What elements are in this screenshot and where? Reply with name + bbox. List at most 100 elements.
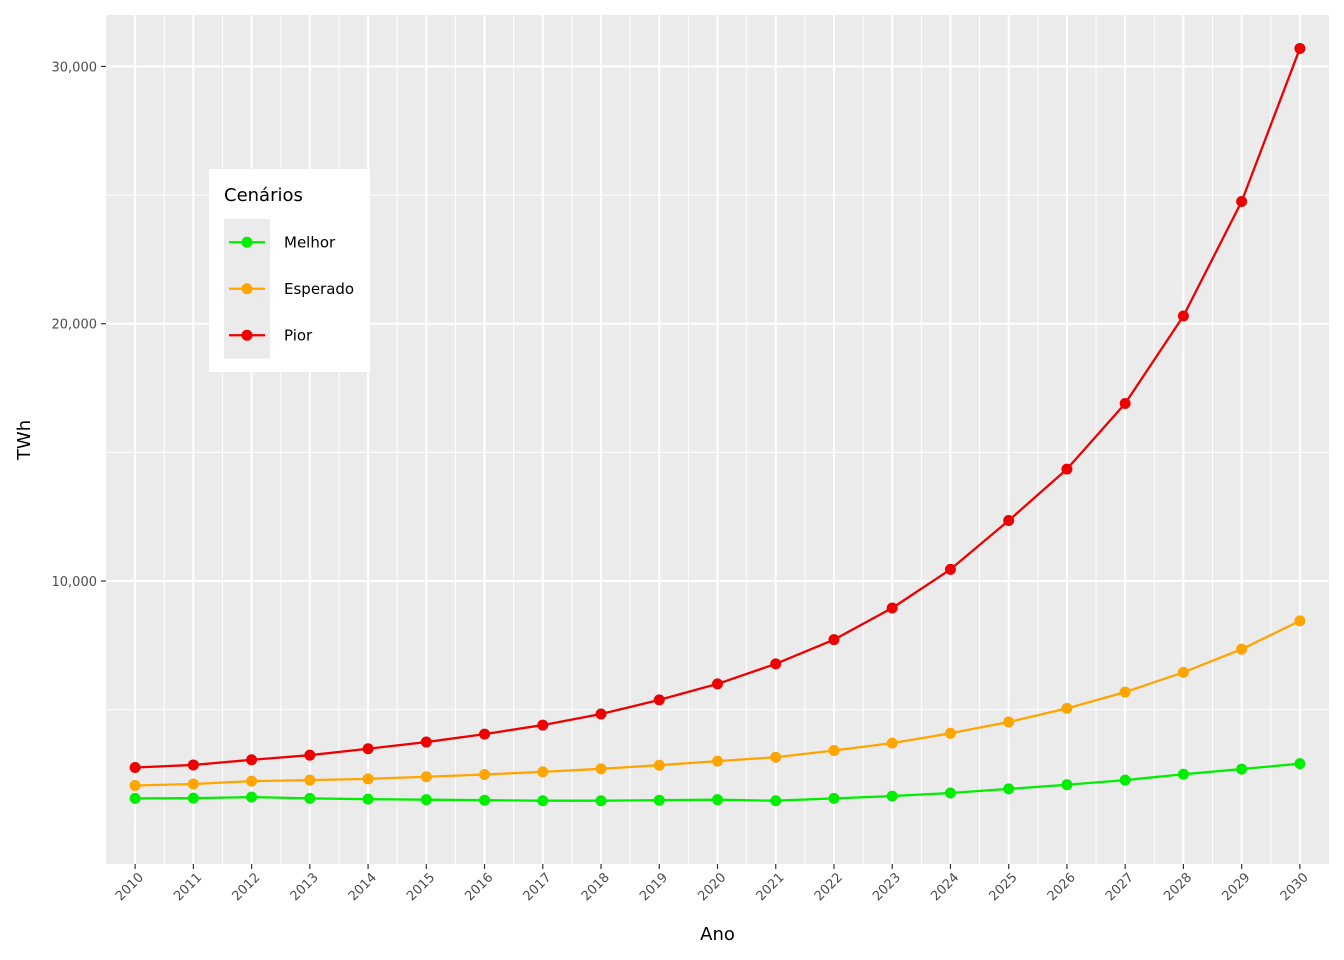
data-point — [828, 792, 840, 804]
x-tick-label: 2015 — [404, 870, 438, 904]
data-point — [653, 794, 665, 806]
legend-title: Cenários — [224, 185, 303, 206]
x-axis-title: Ano — [700, 924, 735, 945]
x-tick-label: 2024 — [928, 870, 962, 904]
x-axis: 2010 2011 2012 2013 2014 2015 2016 2017 2018 2019… — [113, 864, 1312, 904]
data-point — [1294, 758, 1306, 770]
x-tick-label: 2018 — [579, 870, 613, 904]
data-point — [1003, 716, 1015, 728]
data-point — [1003, 515, 1015, 527]
data-point — [653, 694, 665, 706]
data-point — [1061, 463, 1073, 475]
legend-item: Pior — [224, 312, 313, 359]
data-point — [187, 759, 199, 771]
x-tick-label: 2022 — [812, 870, 846, 904]
data-point — [1177, 768, 1189, 780]
x-tick-label: 2016 — [462, 870, 496, 904]
data-point — [653, 759, 665, 771]
data-point — [1119, 686, 1131, 698]
x-tick-label: 2012 — [229, 870, 263, 904]
data-point — [944, 727, 956, 739]
x-tick-label: 2023 — [870, 870, 904, 904]
data-point — [362, 793, 374, 805]
data-point — [886, 737, 898, 749]
series-pior — [129, 42, 1306, 774]
series-layer — [129, 42, 1306, 807]
x-tick-label: 2013 — [288, 870, 322, 904]
data-point — [828, 634, 840, 646]
data-point — [1294, 615, 1306, 627]
data-point — [246, 791, 258, 803]
x-tick-label: 2027 — [1103, 870, 1137, 904]
x-tick-label: 2030 — [1278, 870, 1312, 904]
data-point — [828, 745, 840, 757]
data-point — [1236, 196, 1248, 208]
data-point — [595, 795, 607, 807]
data-point — [246, 775, 258, 787]
x-tick-label: 2029 — [1219, 870, 1253, 904]
data-point — [537, 766, 549, 778]
data-point — [420, 794, 432, 806]
data-point — [595, 708, 607, 720]
legend: Cenários Melhor Esperado Pior — [209, 169, 370, 372]
data-point — [537, 795, 549, 807]
data-point — [129, 792, 141, 804]
data-point — [129, 780, 141, 792]
data-point — [304, 792, 316, 804]
legend-key-point — [241, 329, 253, 341]
x-tick-label: 2017 — [521, 870, 555, 904]
data-point — [537, 719, 549, 731]
data-point — [712, 678, 723, 690]
y-tick-label: 30,000 — [52, 60, 98, 75]
x-tick-label: 2025 — [987, 870, 1021, 904]
data-point — [479, 728, 491, 740]
legend-items: Melhor Esperado Pior — [224, 219, 354, 359]
data-point — [479, 794, 491, 806]
legend-label: Pior — [284, 326, 313, 344]
y-tick-label: 10,000 — [52, 575, 98, 590]
x-tick-label: 2010 — [113, 870, 147, 904]
legend-label: Melhor — [284, 233, 336, 251]
data-point — [1294, 42, 1306, 54]
data-point — [187, 778, 199, 790]
data-point — [944, 787, 956, 799]
data-point — [1119, 774, 1131, 786]
data-point — [770, 658, 782, 670]
data-point — [770, 751, 782, 763]
x-tick-label: 2011 — [171, 870, 205, 904]
x-tick-label: 2026 — [1045, 870, 1079, 904]
data-point — [712, 755, 723, 767]
data-point — [420, 771, 432, 783]
x-tick-label: 2028 — [1161, 870, 1195, 904]
data-point — [886, 790, 898, 802]
x-tick-label: 2021 — [754, 870, 788, 904]
y-axis: 10,000 20,000 30,000 — [52, 60, 106, 590]
data-point — [595, 763, 607, 775]
x-tick-label: 2014 — [346, 870, 380, 904]
series-esperado — [129, 615, 1306, 792]
data-point — [1236, 763, 1248, 775]
data-point — [1003, 783, 1015, 795]
legend-key-point — [241, 283, 253, 295]
y-tick-label: 20,000 — [52, 318, 98, 333]
data-point — [944, 563, 956, 575]
data-point — [304, 749, 316, 761]
data-point — [886, 602, 898, 614]
x-tick-label: 2020 — [695, 870, 729, 904]
data-point — [129, 762, 141, 774]
legend-label: Esperado — [284, 280, 354, 298]
data-point — [304, 774, 316, 786]
y-axis-title: TWh — [14, 420, 35, 461]
legend-key-point — [241, 236, 253, 248]
data-point — [1061, 779, 1073, 791]
data-point — [712, 794, 723, 806]
data-point — [1177, 310, 1189, 322]
x-tick-label: 2019 — [637, 870, 671, 904]
data-point — [420, 736, 432, 748]
legend-item: Melhor — [224, 219, 336, 266]
data-point — [362, 773, 374, 785]
legend-item: Esperado — [224, 265, 354, 312]
data-point — [362, 743, 374, 755]
data-point — [1119, 397, 1131, 409]
